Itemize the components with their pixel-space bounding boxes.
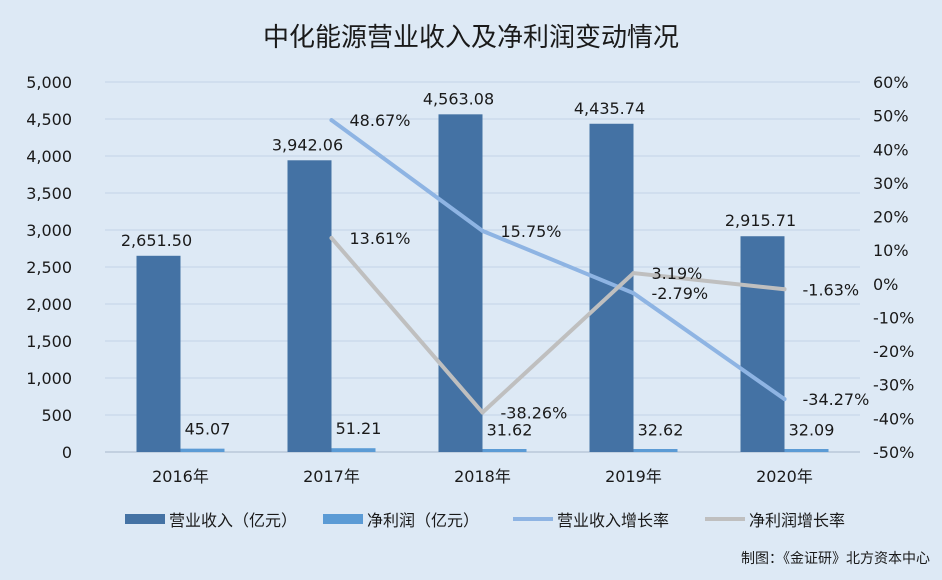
y-right-tick-label: 10% [873, 241, 909, 260]
y-left-tick-label: 4,000 [26, 147, 72, 166]
legend: 营业收入（亿元） 净利润（亿元） 营业收入增长率 净利润增长率 [125, 511, 845, 530]
y-left-tick-label: 3,000 [26, 221, 72, 240]
data-labels: 2,651.50 3,942.06 4,563.08 4,435.74 2,915.71… [121, 89, 869, 439]
revenue-growth-data-label: 48.67% [350, 111, 411, 130]
net-profit-data-label: 32.62 [638, 421, 684, 440]
bar-revenue [740, 236, 785, 452]
lines [329, 118, 787, 415]
legend-revenue-growth-label: 营业收入增长率 [557, 511, 669, 530]
y-right-tick-label: 30% [873, 174, 909, 193]
y-left-tick-label: 500 [41, 406, 72, 425]
y-left-tick-label: 4,500 [26, 110, 72, 129]
revenue-growth-data-label: 15.75% [501, 222, 562, 241]
y-left-tick-label: 5,000 [26, 73, 72, 92]
revenue-data-label: 3,942.06 [272, 135, 343, 154]
y-left-tick-label: 1,000 [26, 369, 72, 388]
y-left-tick-label: 3,500 [26, 184, 72, 203]
y-right-tick-label: -50% [873, 443, 914, 462]
net-profit-growth-data-label: 3.19% [652, 264, 703, 283]
net-profit-data-label: 51.21 [336, 419, 382, 438]
bar-revenue [589, 123, 634, 452]
y-right-tick-label: -10% [873, 308, 914, 327]
net-profit-growth-point [329, 236, 334, 241]
revenue-data-label: 4,435.74 [574, 99, 645, 118]
x-tick-label: 2019年 [605, 467, 662, 486]
net-profit-data-label: 32.09 [789, 421, 835, 440]
net-profit-growth-data-label: 13.61% [350, 229, 411, 248]
x-tick-label: 2016年 [152, 467, 209, 486]
bar-revenue [438, 114, 483, 452]
revenue-growth-point [329, 118, 334, 123]
y-right-tick-label: 40% [873, 140, 909, 159]
bar-revenue [136, 255, 181, 452]
y-right-tick-label: 50% [873, 107, 909, 126]
revenue-data-label: 4,563.08 [423, 89, 494, 108]
bar-net-profit [482, 449, 527, 452]
y-right-tick-label: 20% [873, 208, 909, 227]
revenue-growth-line [329, 118, 787, 402]
net-profit-growth-point [782, 287, 787, 292]
chart-source: 制图：《金证研》北方资本中心 [741, 551, 930, 567]
revenue-growth-data-label: -34.27% [803, 390, 870, 409]
bar-net-profit [633, 449, 678, 452]
revenue-growth-point [631, 291, 636, 296]
y-right-tick-label: 60% [873, 73, 909, 92]
x-tick-label: 2018年 [454, 467, 511, 486]
legend-net-profit-growth-label: 净利润增长率 [749, 511, 845, 530]
x-tick-label: 2017年 [303, 467, 360, 486]
bar-revenue [287, 160, 332, 452]
y-right-tick-label: -20% [873, 342, 914, 361]
net-profit-growth-point [480, 410, 485, 415]
revenue-data-label: 2,651.50 [121, 231, 192, 250]
y-left-tick-label: 2,500 [26, 258, 72, 277]
legend-net-profit-label: 净利润（亿元） [367, 511, 479, 530]
bar-net-profit [180, 448, 225, 452]
net-profit-growth-point [631, 271, 636, 276]
net-profit-growth-data-label: -38.26% [501, 404, 568, 423]
legend-net-profit-swatch [323, 514, 363, 524]
x-tick-label: 2020年 [756, 467, 813, 486]
revenue-data-label: 2,915.71 [725, 211, 796, 230]
net-profit-growth-data-label: -1.63% [803, 280, 860, 299]
bar-net-profit [784, 449, 829, 452]
revenue-growth-point [782, 397, 787, 402]
chart-title: 中化能源营业收入及净利润变动情况 [263, 23, 679, 53]
bars [136, 114, 829, 452]
y-right-tick-label: -30% [873, 376, 914, 395]
net-profit-data-label: 45.07 [185, 420, 231, 439]
revenue-growth-data-label: -2.79% [652, 284, 709, 303]
y-right-tick-label: -40% [873, 409, 914, 428]
y-left-tick-label: 2,000 [26, 295, 72, 314]
bar-net-profit [331, 448, 376, 452]
revenue-growth-point [480, 228, 485, 233]
legend-revenue-swatch [125, 514, 165, 524]
y-right-tick-label: 0% [873, 275, 898, 294]
legend-revenue-label: 营业收入（亿元） [169, 511, 297, 530]
y-left-tick-label: 0 [62, 443, 72, 462]
net-profit-growth-line [329, 236, 787, 415]
net-profit-data-label: 31.62 [487, 421, 533, 440]
y-left-tick-label: 1,500 [26, 332, 72, 351]
